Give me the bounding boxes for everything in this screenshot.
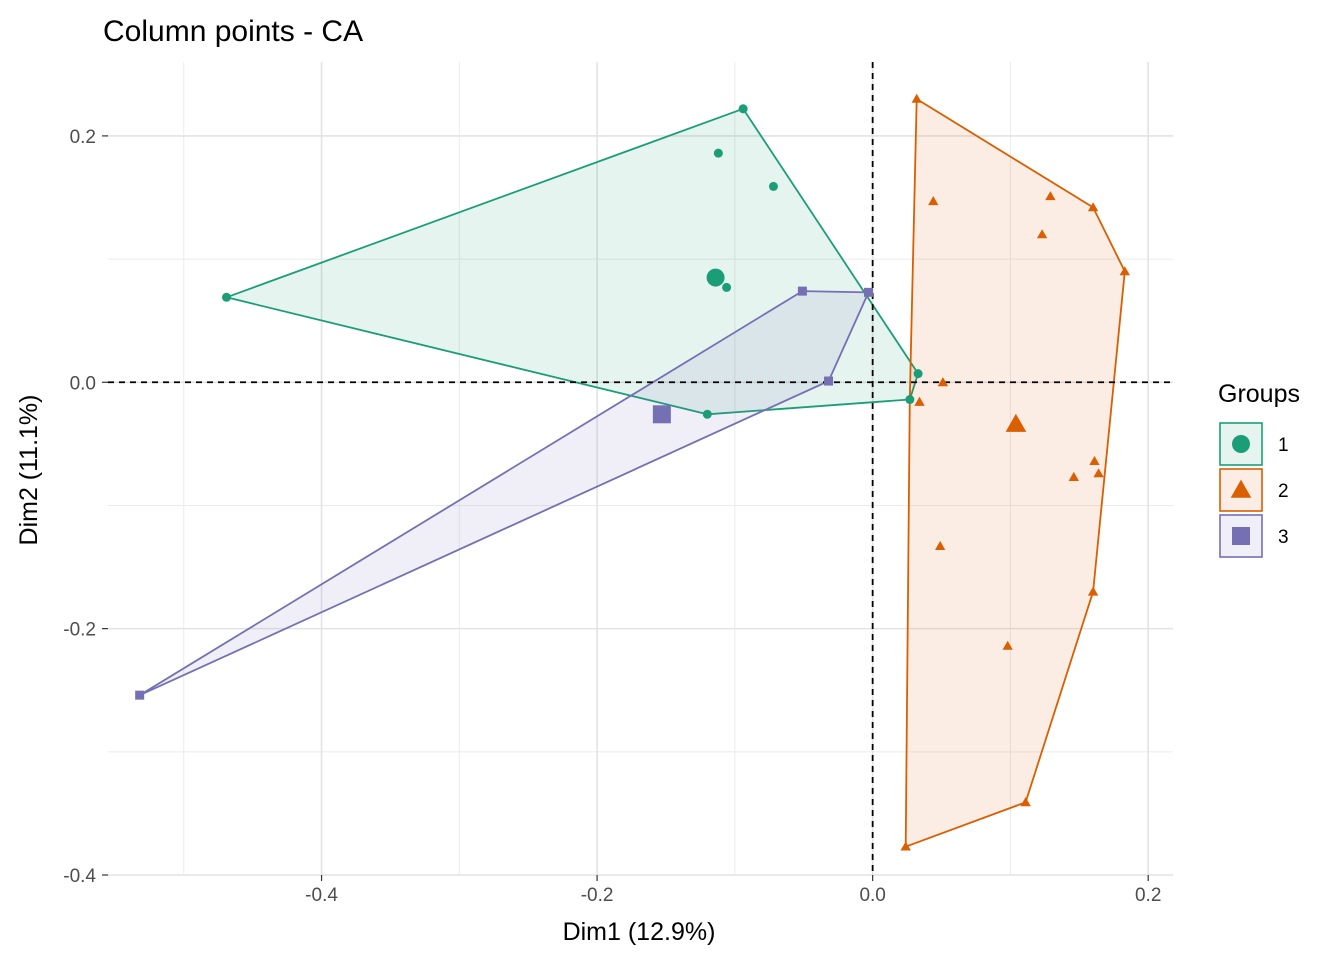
legend-key-triangle-icon <box>1230 479 1252 498</box>
point-group-2 <box>937 377 949 387</box>
centroid-group-1 <box>706 268 725 287</box>
centroid-group-3 <box>652 405 671 424</box>
group-hulls <box>138 98 1126 848</box>
y-tick-label: 0.0 <box>70 373 96 394</box>
point-group-2 <box>1002 640 1013 650</box>
point-group-3 <box>797 286 807 296</box>
legend-label: 2 <box>1278 481 1289 502</box>
data-points <box>135 93 1130 851</box>
legend-item-2: 2 <box>1219 468 1289 512</box>
point-group-2 <box>900 841 911 851</box>
legend: Groups 1 2 3 <box>1218 380 1300 558</box>
legend-key-circle-icon <box>1232 435 1250 453</box>
legend-key-square-icon <box>1232 527 1250 545</box>
point-group-1 <box>905 395 915 405</box>
point-group-1 <box>702 409 712 419</box>
point-group-1 <box>722 282 732 292</box>
legend-title: Groups <box>1218 380 1300 408</box>
legend-label: 1 <box>1278 435 1289 456</box>
point-group-2 <box>1087 586 1099 596</box>
y-tick-label: -0.4 <box>63 866 96 887</box>
point-group-3 <box>824 376 834 386</box>
point-group-2 <box>1093 468 1104 478</box>
x-tick-label: -0.2 <box>581 885 614 906</box>
centroid-group-2 <box>1005 413 1027 432</box>
point-group-1 <box>738 104 748 114</box>
x-tick-label: -0.4 <box>305 885 338 906</box>
point-group-2 <box>1119 266 1130 276</box>
reference-lines <box>108 62 1173 875</box>
legend-item-3: 3 <box>1219 514 1289 558</box>
hull-group-2 <box>904 98 1126 848</box>
x-tick-label: 0.0 <box>859 885 885 906</box>
point-group-2 <box>1068 471 1079 481</box>
point-group-1 <box>713 148 723 158</box>
point-group-2 <box>1020 797 1031 807</box>
chart-title: Column points - CA <box>103 15 363 48</box>
point-group-2 <box>935 540 946 550</box>
point-group-2 <box>911 93 922 103</box>
point-group-3 <box>864 287 874 297</box>
point-group-2 <box>1089 455 1100 465</box>
point-group-2 <box>1087 202 1099 212</box>
legend-label: 3 <box>1278 527 1289 548</box>
y-tick-label: -0.2 <box>63 620 96 641</box>
axis-ticks: -0.4 -0.2 0.0 0.2 -0.4 -0.2 0.0 0.2 <box>63 127 1161 906</box>
point-group-1 <box>768 181 778 191</box>
y-axis-title: Dim2 (11.1%) <box>15 395 43 546</box>
point-group-1 <box>913 369 923 379</box>
x-axis-title: Dim1 (12.9%) <box>563 918 716 946</box>
point-group-2 <box>928 196 939 206</box>
legend-item-1: 1 <box>1219 422 1289 466</box>
point-group-2 <box>1036 229 1048 239</box>
point-group-2 <box>1045 191 1056 201</box>
point-group-1 <box>221 292 231 302</box>
point-group-3 <box>135 690 145 700</box>
hull-group-1 <box>225 107 919 416</box>
y-tick-label: 0.2 <box>70 127 96 148</box>
x-tick-label: 0.2 <box>1135 885 1161 906</box>
point-group-2 <box>914 396 925 406</box>
